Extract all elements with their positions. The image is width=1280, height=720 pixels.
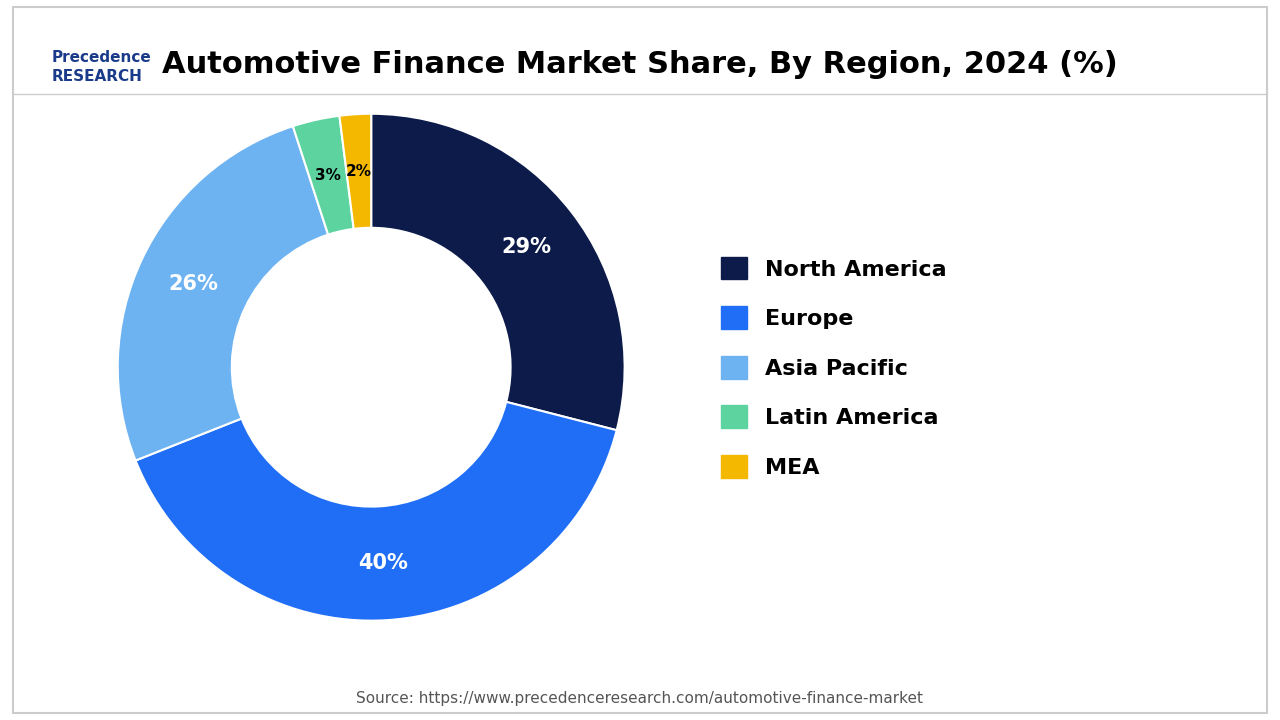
Wedge shape (371, 114, 625, 431)
Legend: North America, Europe, Asia Pacific, Latin America, MEA: North America, Europe, Asia Pacific, Lat… (712, 248, 956, 487)
Wedge shape (118, 126, 328, 461)
Text: 40%: 40% (358, 553, 408, 573)
Text: 2%: 2% (346, 163, 372, 179)
Text: 29%: 29% (502, 237, 552, 257)
Text: Automotive Finance Market Share, By Region, 2024 (%): Automotive Finance Market Share, By Regi… (163, 50, 1117, 79)
Text: Precedence
RESEARCH: Precedence RESEARCH (51, 50, 151, 84)
Wedge shape (339, 114, 371, 229)
Text: 26%: 26% (169, 274, 219, 294)
Wedge shape (136, 402, 617, 621)
Text: 3%: 3% (315, 168, 342, 183)
Text: Source: https://www.precedenceresearch.com/automotive-finance-market: Source: https://www.precedenceresearch.c… (357, 690, 923, 706)
Wedge shape (293, 116, 353, 235)
